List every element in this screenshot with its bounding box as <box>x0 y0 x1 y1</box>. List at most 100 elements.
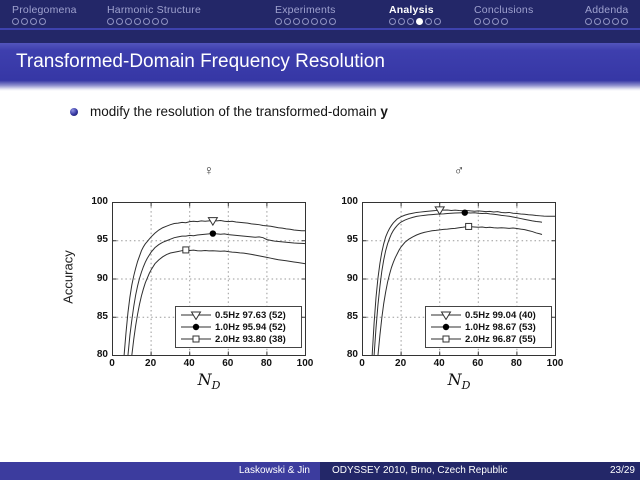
page-title: Transformed-Domain Frequency Resolution <box>16 51 385 72</box>
legend-marker-icon <box>431 311 461 320</box>
nav-dot[interactable] <box>116 18 123 25</box>
female-symbol: ♀ <box>203 162 215 178</box>
nav-dot[interactable] <box>284 18 291 25</box>
nav-dot[interactable] <box>125 18 132 25</box>
bullet-item: modify the resolution of the transformed… <box>70 104 388 119</box>
nav-dot[interactable] <box>152 18 159 25</box>
plot-area <box>112 202 306 356</box>
nav-section-conclusions[interactable]: Conclusions <box>474 4 533 25</box>
x-tick-label: 0 <box>359 358 365 369</box>
nav-section-label[interactable]: Analysis <box>389 4 434 16</box>
nav-dot[interactable] <box>134 18 141 25</box>
nav-slide-dots <box>12 18 77 25</box>
legend-entry: 1.0Hz 95.94 (52) <box>181 321 301 333</box>
nav-slide-dots <box>389 18 441 25</box>
nav-dot[interactable] <box>329 18 336 25</box>
y-tick-label: 80 <box>346 349 358 360</box>
nav-dot[interactable] <box>474 18 481 25</box>
nav-dot[interactable] <box>275 18 282 25</box>
nav-dot[interactable] <box>612 18 619 25</box>
nav-section-label[interactable]: Experiments <box>275 4 336 16</box>
nav-dot[interactable] <box>107 18 114 25</box>
nav-dot[interactable] <box>585 18 592 25</box>
nav-dot[interactable] <box>39 18 46 25</box>
circle-marker-icon <box>209 230 217 237</box>
nav-section-label[interactable]: Addenda <box>585 4 629 16</box>
circle-marker-icon <box>192 323 200 331</box>
bullet-text: modify the resolution of the transformed… <box>90 104 388 119</box>
legend-label: 2.0Hz 93.80 (38) <box>215 333 286 345</box>
nav-dot[interactable] <box>293 18 300 25</box>
legend-entry: 0.5Hz 97.63 (52) <box>181 309 301 321</box>
legend-marker-icon <box>431 323 461 331</box>
x-axis-label-subscript: D <box>211 379 221 393</box>
plot-area <box>362 202 556 356</box>
y-tick-label: 95 <box>346 234 358 246</box>
nav-section-label[interactable]: Conclusions <box>474 4 534 16</box>
y-tick-label: 100 <box>341 196 358 207</box>
nav-dot[interactable] <box>492 18 499 25</box>
nav-dot[interactable] <box>434 18 441 25</box>
nav-section-prolegomena[interactable]: Prolegomena <box>12 4 77 25</box>
nav-dot[interactable] <box>12 18 19 25</box>
bullet-bold-symbol: y <box>380 104 388 119</box>
x-tick-label: 40 <box>433 358 445 369</box>
chart-legend: 0.5Hz 99.04 (40) 1.0Hz 98.67 (53) 2.0Hz 96… <box>425 306 552 348</box>
legend-marker-icon <box>181 335 211 343</box>
y-tick-label: 90 <box>96 272 108 284</box>
nav-dot[interactable] <box>30 18 37 25</box>
nav-dot[interactable] <box>302 18 309 25</box>
x-tick-label: 40 <box>183 358 195 369</box>
frame-title-bar: Transformed-Domain Frequency Resolution <box>0 43 640 91</box>
nav-section-harmonic-structure[interactable]: Harmonic Structure <box>107 4 201 25</box>
nav-dot[interactable] <box>21 18 28 25</box>
legend-marker-icon <box>431 335 461 343</box>
nav-dot[interactable] <box>483 18 490 25</box>
x-axis-label: ND <box>112 370 306 392</box>
chart-legend: 0.5Hz 97.63 (52) 1.0Hz 95.94 (52) 2.0Hz 93… <box>175 306 302 348</box>
nav-dot[interactable] <box>161 18 168 25</box>
nav-section-label[interactable]: Harmonic Structure <box>107 4 202 16</box>
x-axis-label-base: N <box>447 370 462 389</box>
nav-dot[interactable] <box>398 18 405 25</box>
nav-section-experiments[interactable]: Experiments <box>275 4 336 25</box>
x-tick-label: 0 <box>109 358 115 369</box>
curve-2.0hz <box>131 249 306 356</box>
nav-section-addenda[interactable]: Addenda <box>585 4 628 25</box>
square-marker-icon <box>442 335 450 343</box>
y-axis-label: Accuracy <box>60 250 76 304</box>
legend-entry: 0.5Hz 99.04 (40) <box>431 309 551 321</box>
nav-dot[interactable] <box>320 18 327 25</box>
x-tick-label: 80 <box>260 358 272 369</box>
nav-dot[interactable] <box>311 18 318 25</box>
curve-0.5hz <box>123 219 306 356</box>
accuracy-chart-male: ♂ 0 20 40 60 80 100 80 85 90 95 100 ND 0.5Hz 99.04 (4… <box>305 160 567 412</box>
legend-label: 1.0Hz 95.94 (52) <box>215 321 286 333</box>
nav-dot[interactable] <box>389 18 396 25</box>
nav-section-label[interactable]: Prolegomena <box>12 4 77 16</box>
legend-entry: 1.0Hz 98.67 (53) <box>431 321 551 333</box>
triangle-down-marker-icon <box>207 217 219 227</box>
triangle-down-marker-icon <box>434 206 446 216</box>
accuracy-chart-female: ♀ 0 20 40 60 80 100 80 85 90 95 100 Accuracy ND 0.5Hz … <box>55 160 317 412</box>
square-marker-icon <box>465 222 473 230</box>
nav-dot[interactable] <box>425 18 432 25</box>
nav-dot[interactable] <box>143 18 150 25</box>
nav-slide-dots <box>107 18 201 25</box>
nav-dot[interactable] <box>594 18 601 25</box>
slide-page-number: 23/29 <box>609 465 635 476</box>
nav-section-analysis[interactable]: Analysis <box>389 4 441 25</box>
curve-1.0hz <box>373 212 543 356</box>
curve-2.0hz <box>377 225 543 356</box>
nav-dot[interactable] <box>603 18 610 25</box>
legend-entry: 2.0Hz 96.87 (55) <box>431 333 551 345</box>
nav-dot[interactable] <box>501 18 508 25</box>
footer-bar: Laskowski & Jin ODYSSEY 2010, Brno, Czec… <box>0 462 640 480</box>
x-tick-label: 100 <box>296 358 314 369</box>
y-tick-label: 85 <box>346 310 358 322</box>
nav-dot[interactable] <box>407 18 414 25</box>
nav-dot-current[interactable] <box>416 18 423 25</box>
x-tick-label: 80 <box>510 358 522 369</box>
nav-dot[interactable] <box>621 18 628 25</box>
